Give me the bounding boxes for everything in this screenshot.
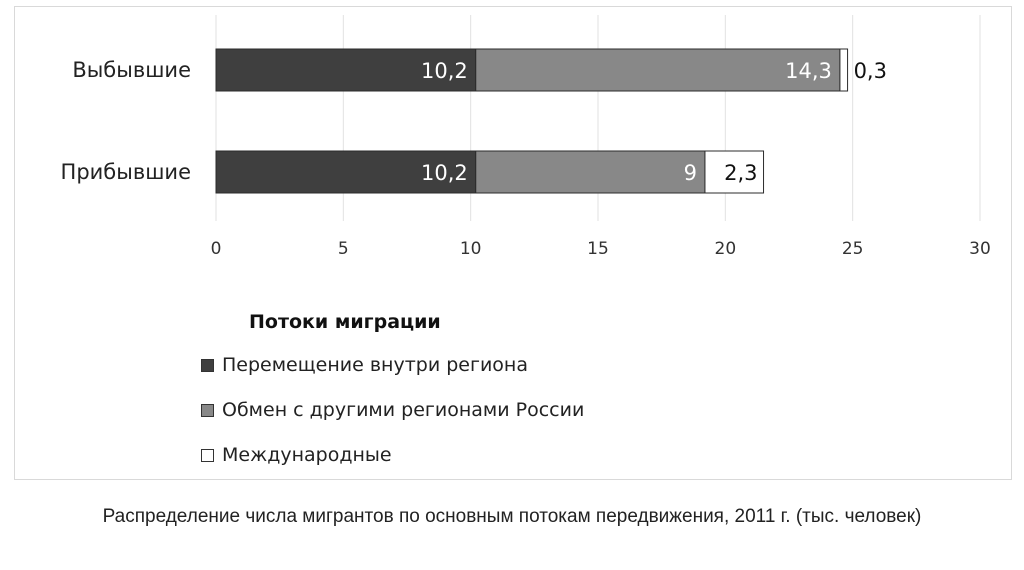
bar-chart: 10,2 14,3 0,3 Выбывшие 10,2 9 2,3 Прибывшие 0 5 10… (61, 15, 991, 259)
x-tick-label-2: 10 (460, 239, 482, 259)
bar-1-2 (704, 150, 765, 194)
legend-item-international: Международные (201, 443, 584, 467)
bar-0-2 (839, 48, 849, 92)
bar-value-label-0-2: 0,3 (854, 59, 887, 83)
bar-value-label-1-2: 2,3 (724, 161, 757, 185)
legend-label-international: Международные (222, 444, 392, 466)
category-label-0: Выбывшие (72, 58, 191, 82)
legend-swatch-inter-region (201, 403, 214, 417)
x-tick-label-0: 0 (211, 239, 222, 259)
legend-swatch-intra-region (201, 358, 214, 372)
legend-item-intra-region: Перемещение внутри региона (201, 353, 584, 377)
bar-value-label-1-1: 9 (684, 161, 697, 185)
chart-frame: 10,2 14,3 0,3 Выбывшие 10,2 9 2,3 Прибывшие 0 5 10… (14, 6, 1012, 480)
x-tick-label-6: 30 (969, 239, 991, 259)
category-label-1: Прибывшие (61, 160, 191, 184)
x-tick-label-4: 20 (715, 239, 737, 259)
legend-item-inter-region: Обмен с другими регионами России (201, 398, 584, 422)
bar-1-0 (215, 150, 477, 194)
legend: Потоки миграции Перемещение внутри регио… (201, 311, 584, 488)
bar-value-label-1-0: 10,2 (421, 161, 468, 185)
figure-caption: Распределение числа мигрантов по основны… (102, 506, 922, 527)
x-tick-label-1: 5 (338, 239, 349, 259)
legend-label-inter-region: Обмен с другими регионами России (222, 399, 585, 421)
bar-1-1 (475, 150, 706, 194)
x-tick-label-5: 25 (842, 239, 864, 259)
x-tick-label-3: 15 (587, 239, 609, 259)
bar-0-0 (215, 48, 477, 92)
bar-value-label-0-0: 10,2 (421, 59, 468, 83)
legend-label-intra-region: Перемещение внутри региона (222, 354, 528, 376)
bar-0-1 (475, 48, 841, 92)
legend-title: Потоки миграции (249, 311, 441, 333)
bar-value-label-0-1: 14,3 (785, 59, 832, 83)
legend-swatch-international (201, 448, 214, 462)
